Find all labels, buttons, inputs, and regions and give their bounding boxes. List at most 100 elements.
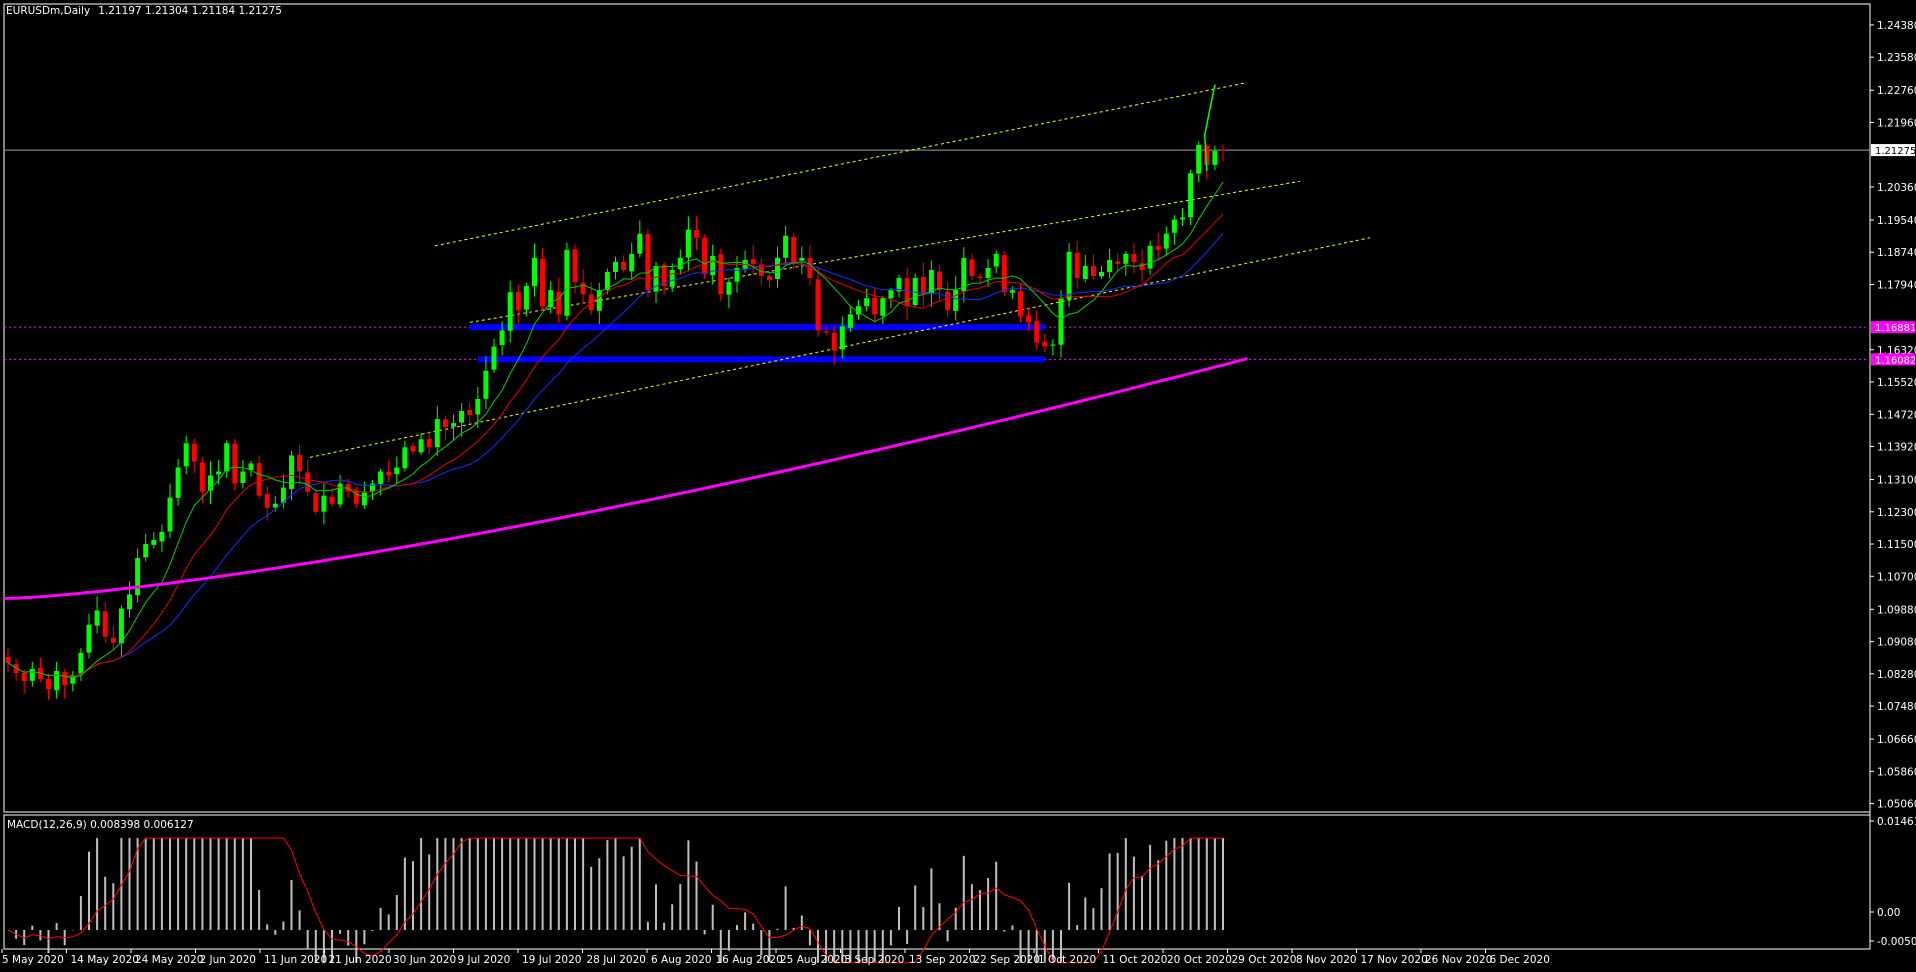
candle-bear: [1155, 246, 1161, 250]
candle-bear: [750, 259, 756, 264]
candle-bull: [604, 271, 610, 290]
candle-bear: [1074, 252, 1080, 279]
chart-header: EURUSDm,Daily 1.21197 1.21304 1.21184 1.2…: [6, 5, 282, 17]
date-label: 16 Aug 2020: [716, 954, 783, 966]
candle-bull: [734, 267, 740, 282]
candle-bear: [831, 332, 837, 351]
candle-bear: [110, 637, 116, 643]
candle-bull: [378, 471, 384, 484]
price-scale-label: 1.13100: [1877, 475, 1916, 487]
candle-bear: [46, 679, 51, 690]
candle-bull: [370, 483, 375, 492]
price-scale-label: 1.11500: [1877, 539, 1916, 551]
date-label: 8 Nov 2020: [1296, 954, 1357, 966]
candle-bull: [532, 257, 537, 287]
chart-background-layer: [4, 82, 1870, 458]
candle-bull: [839, 326, 845, 350]
candle-bull: [143, 544, 149, 558]
candle-bull: [402, 447, 408, 469]
date-label: 6 Dec 2020: [1490, 954, 1550, 966]
candle-bull: [669, 269, 675, 287]
candle-bull: [726, 282, 732, 295]
candle-bull: [1180, 217, 1185, 220]
resistance-zone-lower: [477, 356, 1045, 363]
candle-bull: [54, 670, 60, 691]
candle-bear: [1042, 341, 1048, 347]
candle-bear: [718, 254, 724, 295]
candle-bull: [1147, 245, 1153, 269]
candle-bear: [937, 271, 942, 291]
candle-bear: [305, 472, 311, 492]
candle-bull: [685, 229, 691, 258]
candle-bear: [37, 668, 43, 680]
candle-bull: [94, 610, 100, 626]
candle-bear: [645, 234, 651, 291]
candle-bear: [1204, 145, 1210, 166]
candle-bear: [353, 490, 359, 504]
candle-bear: [13, 664, 19, 673]
candle-bull: [1082, 265, 1088, 279]
price-scale-label: 1.14720: [1877, 409, 1916, 421]
candle-bull: [459, 411, 465, 423]
candle-bear: [1026, 315, 1032, 323]
candle-bear: [758, 264, 764, 277]
date-label: 25 Aug 2020: [780, 954, 847, 966]
candle-bear: [62, 672, 68, 686]
price-scale-label: 1.21960: [1877, 117, 1916, 129]
macd-scale-label: 0.014617: [1877, 816, 1916, 828]
candle-bear: [410, 446, 416, 452]
ma-fast-line: [7, 181, 1224, 679]
candle-bear: [264, 494, 270, 508]
channel-middle-line: [469, 180, 1301, 323]
candle-bear: [199, 462, 205, 492]
price-scale-label: 1.15520: [1877, 377, 1916, 389]
price-scale-label: 1.09080: [1877, 637, 1916, 649]
current-price-tag: 1.21275: [1875, 146, 1916, 157]
candle-bull: [613, 261, 618, 273]
candle-bull: [564, 249, 570, 316]
candle-bear: [5, 656, 11, 663]
candle-bear: [1131, 254, 1137, 262]
candle-bull: [596, 290, 602, 311]
candle-bull: [483, 370, 489, 399]
candle-bear: [823, 331, 829, 333]
candle-bull: [928, 269, 934, 294]
candle-bull: [1212, 151, 1218, 165]
macd-label: MACD(12,26,9) 0.008398 0.006127: [7, 819, 194, 831]
level-upper-tag: 1.16881: [1875, 323, 1916, 334]
date-label: 28 Jul 2020: [587, 954, 646, 966]
price-spike-line: [1203, 84, 1216, 172]
candle-bull: [912, 278, 918, 306]
candle-bear: [766, 275, 772, 281]
candle-bull: [1123, 253, 1129, 264]
candle-bull: [1171, 219, 1177, 233]
candle-bull: [856, 306, 861, 315]
symbol-label: EURUSDm,Daily: [6, 5, 90, 17]
candle-bear: [191, 444, 197, 462]
price-scale-label: 1.12300: [1877, 507, 1916, 519]
candle-bull: [629, 253, 635, 272]
candle-bear: [329, 496, 335, 504]
date-label: 2 Jun 2020: [200, 954, 256, 966]
price-scale-label: 1.23580: [1877, 52, 1916, 64]
macd-signal-line: [7, 837, 1223, 964]
candle-bear: [920, 276, 926, 295]
date-label: 30 Jun 2020: [393, 954, 456, 966]
candle-bull: [289, 455, 294, 490]
candle-bull: [507, 292, 513, 331]
candle-bull: [394, 467, 400, 475]
candle-bear: [621, 261, 627, 270]
candle-bear: [313, 493, 319, 512]
resistance-zone-upper: [469, 324, 1045, 331]
candle-bull: [1050, 344, 1056, 346]
price-scale-label: 1.09880: [1877, 604, 1916, 616]
candle-bull: [1009, 290, 1015, 293]
candle-bear: [1034, 321, 1040, 343]
candle-bear: [467, 409, 473, 416]
level-lower-tag: 1.16082: [1875, 355, 1916, 366]
candle-bull: [499, 330, 505, 346]
macd-scale-label: 0.00: [1877, 907, 1900, 919]
date-label: 22 Sep 2020: [974, 954, 1041, 966]
date-label: 21 Jun 2020: [329, 954, 392, 966]
